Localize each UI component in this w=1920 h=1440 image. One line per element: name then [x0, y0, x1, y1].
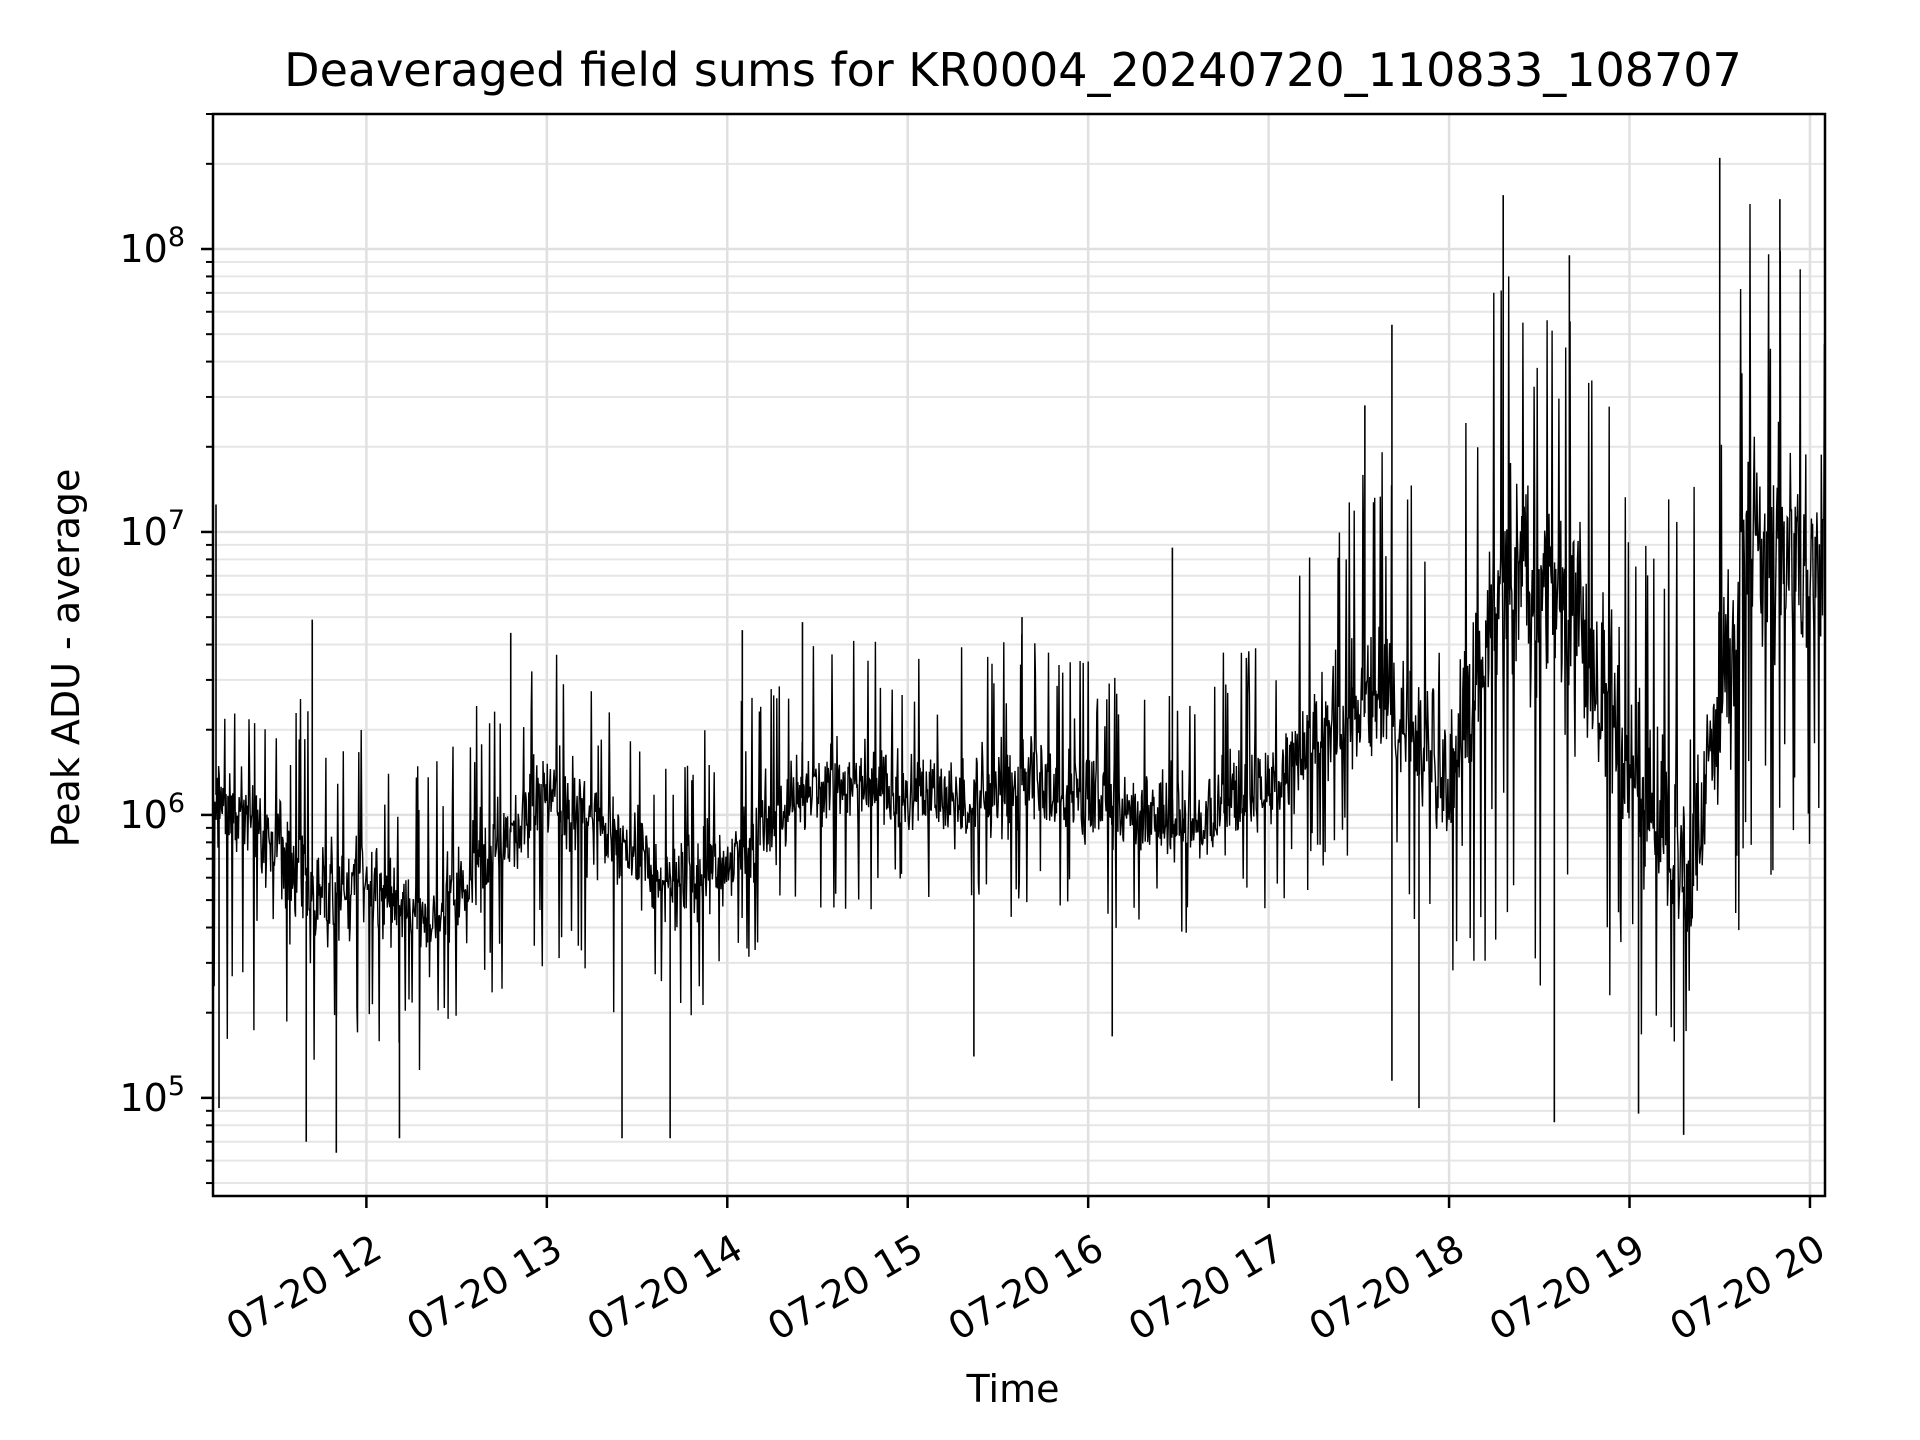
y-tick-label: 108	[119, 222, 185, 271]
y-tick-label: 106	[119, 788, 185, 837]
series-line	[213, 203, 1825, 1071]
x-axis-label: Time	[966, 1367, 1060, 1411]
data-series-group	[213, 157, 1825, 1153]
plot-frame	[211, 112, 1827, 1198]
y-tick-label: 105	[119, 1071, 185, 1120]
chart-title: Deaveraged field sums for KR0004_2024072…	[284, 43, 1742, 97]
y-tick-label: 107	[119, 505, 185, 554]
y-axis-label: Peak ADU - average	[44, 469, 88, 848]
